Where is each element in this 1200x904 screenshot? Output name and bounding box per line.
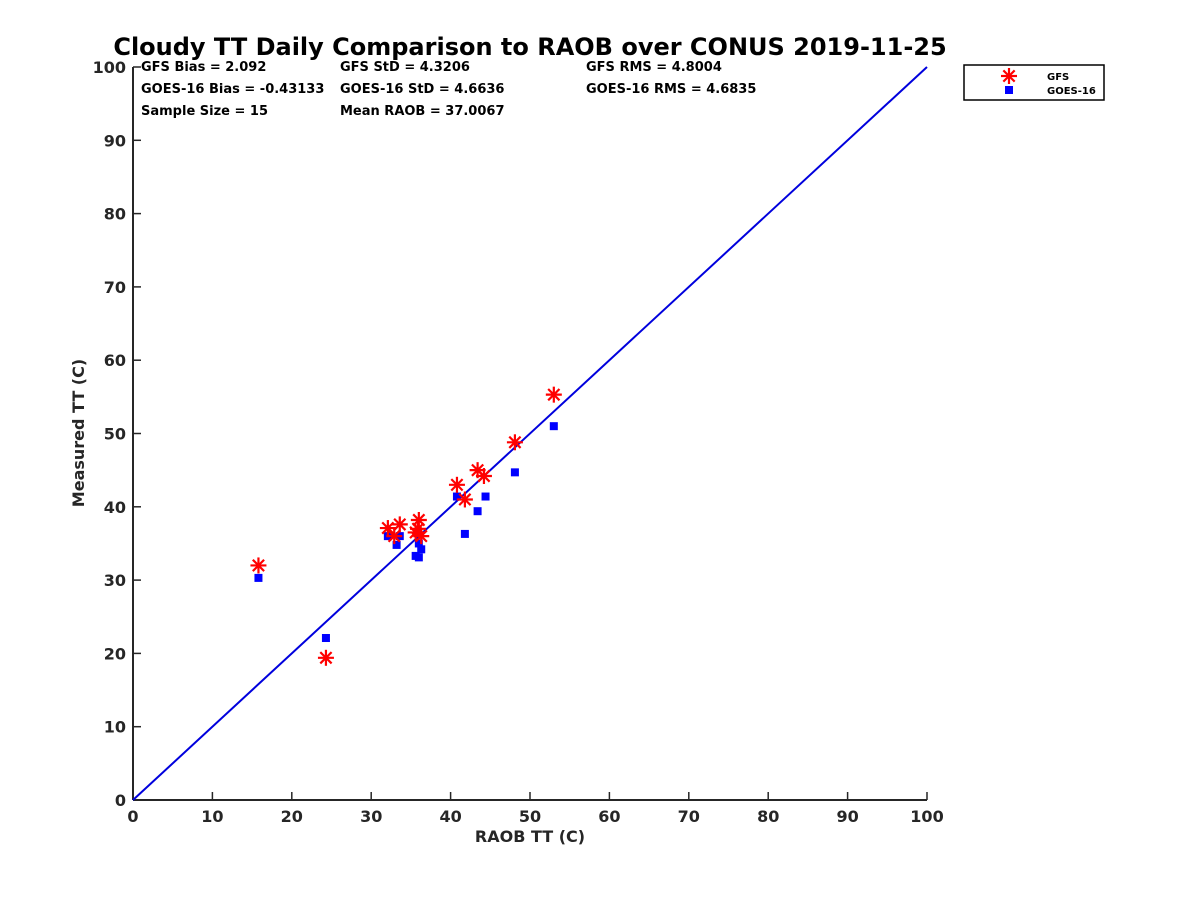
legend: GFS GOES-16 xyxy=(963,64,1105,101)
x-tick-label: 20 xyxy=(281,807,303,826)
x-tick-label: 70 xyxy=(678,807,700,826)
data-points xyxy=(250,386,562,666)
y-tick-label: 40 xyxy=(104,498,126,517)
y-tick-label: 10 xyxy=(104,718,126,737)
goes-16-point xyxy=(414,539,423,548)
one-to-one-line xyxy=(132,66,928,801)
y-tick-label: 80 xyxy=(104,205,126,224)
gfs-point xyxy=(448,476,465,493)
legend-label-gfs: GFS xyxy=(1047,72,1069,83)
stat-text: GFS Bias = 2.092 xyxy=(141,60,266,75)
gfs-point xyxy=(379,520,396,537)
x-tick-label: 90 xyxy=(836,807,858,826)
reference-line-group xyxy=(132,66,928,801)
gfs-point xyxy=(506,434,523,451)
gfs-point xyxy=(456,491,473,508)
goes-16-point xyxy=(473,507,482,516)
goes-16-point xyxy=(549,422,558,431)
x-tick-label: 100 xyxy=(910,807,943,826)
axes: 0 10 20 30 40 50 60 70 80 90 100 0 10 20 30 40 50 60 70 80 9… xyxy=(93,58,944,826)
goes-16-point xyxy=(460,529,469,538)
gfs-point xyxy=(250,557,267,574)
y-axis-label: Measured TT (C) xyxy=(69,359,88,507)
goes-16-point xyxy=(392,540,401,549)
goes-16-point xyxy=(481,492,490,501)
gfs-point xyxy=(386,528,403,545)
y-tick-label: 20 xyxy=(104,644,126,663)
y-tick-label: 30 xyxy=(104,571,126,590)
stat-text: GOES-16 Bias = -0.43133 xyxy=(141,82,324,97)
gfs-point xyxy=(317,649,334,666)
y-tick-label: 0 xyxy=(115,791,126,810)
legend-box xyxy=(963,64,1105,101)
y-tick-label: 90 xyxy=(104,131,126,150)
legend-marker-goes-16 xyxy=(1005,86,1013,94)
x-tick-label: 60 xyxy=(598,807,620,826)
goes-16-point xyxy=(510,468,519,477)
stat-text: GOES-16 StD = 4.6636 xyxy=(340,82,504,97)
stat-text: Mean RAOB = 37.0067 xyxy=(340,104,505,119)
x-tick-label: 50 xyxy=(519,807,541,826)
x-tick-label: 80 xyxy=(757,807,779,826)
x-tick-label: 0 xyxy=(127,807,138,826)
goes-16-point xyxy=(321,634,330,643)
x-tick-label: 30 xyxy=(360,807,382,826)
goes-16-point xyxy=(417,545,426,554)
stat-text: GOES-16 RMS = 4.6835 xyxy=(586,82,756,97)
x-tick-label: 40 xyxy=(439,807,461,826)
goes-16-point xyxy=(414,553,423,562)
stat-text: Sample Size = 15 xyxy=(141,104,268,119)
goes-16-point xyxy=(452,492,461,501)
y-tick-label: 50 xyxy=(104,425,126,444)
legend-label-goes-16: GOES-16 xyxy=(1047,86,1096,97)
y-tick-label: 100 xyxy=(93,58,126,77)
chart-title: Cloudy TT Daily Comparison to RAOB over … xyxy=(113,33,946,61)
stats-annotations: GFS Bias = 2.092 GFS StD = 4.3206 GFS RMS … xyxy=(141,60,756,119)
y-tick-label: 60 xyxy=(104,351,126,370)
gfs-point xyxy=(475,468,492,485)
gfs-point xyxy=(413,528,430,545)
gfs-point xyxy=(391,516,408,533)
x-tick-label: 10 xyxy=(201,807,223,826)
x-axis-label: RAOB TT (C) xyxy=(475,827,585,846)
stat-text: GFS RMS = 4.8004 xyxy=(586,60,722,75)
y-tick-label: 70 xyxy=(104,278,126,297)
gfs-point xyxy=(545,386,562,403)
goes-16-point xyxy=(254,573,263,582)
legend-marker-gfs xyxy=(1001,68,1017,84)
stat-text: GFS StD = 4.3206 xyxy=(340,60,470,75)
